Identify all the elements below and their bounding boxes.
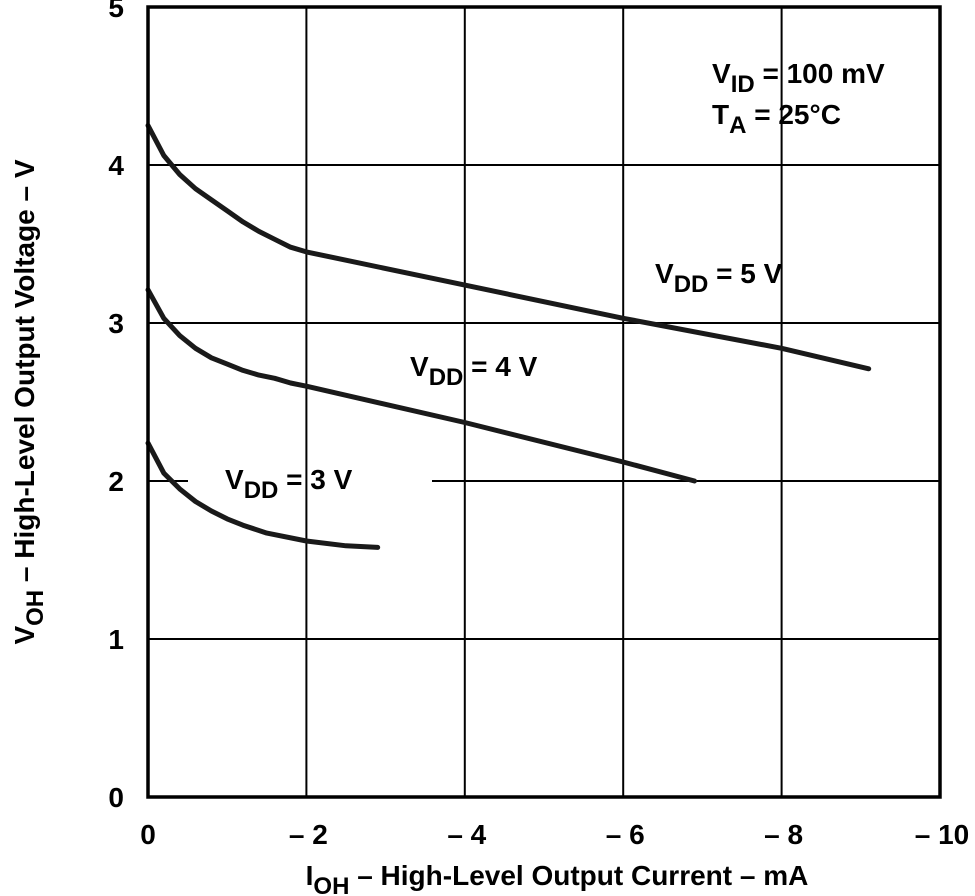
y-tick-label-4: 4 xyxy=(108,150,124,181)
y-tick-label-2: 2 xyxy=(108,466,124,497)
series-curve-1 xyxy=(145,123,872,372)
x-tick-label-5: – 10 xyxy=(915,819,970,850)
series-label-1: VDD = 5 V xyxy=(655,258,783,298)
x-tick-label-4: – 8 xyxy=(764,819,803,850)
y-axis-title: VOH – High-Level Output Voltage – V xyxy=(9,159,49,644)
plot-frame xyxy=(146,5,942,799)
x-tick-label-3: – 6 xyxy=(606,819,645,850)
x-tick-label-1: – 2 xyxy=(289,819,328,850)
y-tick-label-0: 0 xyxy=(108,782,124,813)
series-label-2: VDD = 4 V xyxy=(410,351,538,391)
condition-label-2: TA = 25°C xyxy=(712,99,841,139)
curves xyxy=(145,123,872,550)
x-axis-title: IOH – High-Level Output Current – mA xyxy=(306,860,809,896)
x-tick-label-2: – 4 xyxy=(447,819,486,850)
tick-labels: 0 1 2 3 4 5 0 – 2 – 4 – 6 – 8 – 10 xyxy=(108,0,969,850)
grid xyxy=(148,7,940,797)
x-tick-label-0: 0 xyxy=(140,819,156,850)
series-label-3: VDD = 3 V xyxy=(225,464,353,504)
series-curve-2 xyxy=(145,287,697,484)
y-tick-label-3: 3 xyxy=(108,308,124,339)
plot-border xyxy=(146,5,942,799)
condition-label-1: VID = 100 mV xyxy=(712,58,885,98)
y-tick-label-1: 1 xyxy=(108,624,124,655)
annotations: IOH – High-Level Output Current – mA VOH … xyxy=(9,58,885,896)
y-tick-label-5: 5 xyxy=(108,0,124,23)
series-curve-3 xyxy=(145,440,381,550)
